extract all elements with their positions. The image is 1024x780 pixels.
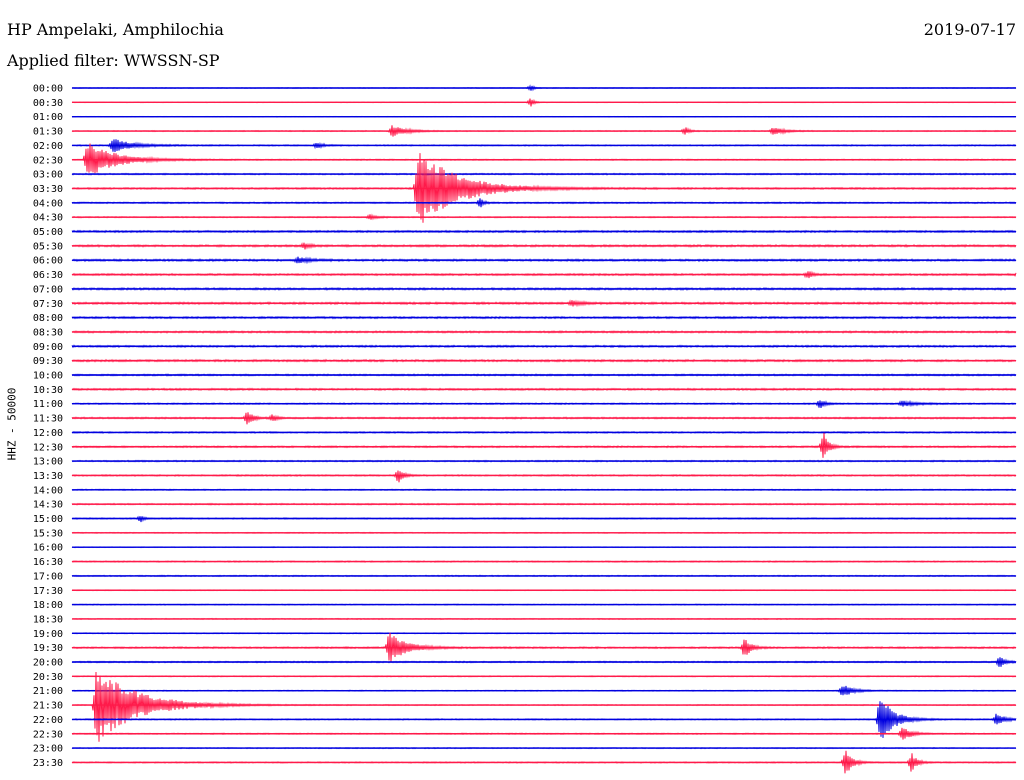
station-title: HP Ampelaki, Amphilochia bbox=[7, 20, 224, 39]
time-label: 07:00 bbox=[33, 284, 63, 295]
time-label: 10:30 bbox=[33, 385, 63, 396]
time-label: 12:30 bbox=[33, 442, 63, 453]
time-label: 09:00 bbox=[33, 342, 63, 353]
time-label: 16:00 bbox=[33, 543, 63, 554]
time-label: 00:00 bbox=[33, 84, 63, 95]
filter-label: Applied filter: WWSSN-SP bbox=[7, 51, 220, 70]
time-label: 03:00 bbox=[33, 170, 63, 181]
trace-1330 bbox=[71, 470, 1017, 483]
time-label: 23:30 bbox=[33, 758, 63, 769]
time-label: 20:30 bbox=[33, 672, 63, 683]
trace-0230 bbox=[71, 143, 1017, 174]
time-label: 18:30 bbox=[33, 614, 63, 625]
time-label: 11:30 bbox=[33, 414, 63, 425]
time-label: 07:30 bbox=[33, 299, 63, 310]
time-label: 14:00 bbox=[33, 485, 63, 496]
time-label: 10:00 bbox=[33, 371, 63, 382]
time-label: 05:00 bbox=[33, 227, 63, 238]
time-label: 17:00 bbox=[33, 571, 63, 582]
time-label: 19:30 bbox=[33, 643, 63, 654]
time-label: 04:00 bbox=[33, 198, 63, 209]
time-label: 01:00 bbox=[33, 112, 63, 123]
time-label: 13:00 bbox=[33, 457, 63, 468]
time-label: 06:30 bbox=[33, 270, 63, 281]
time-label: 13:30 bbox=[33, 471, 63, 482]
time-label: 14:30 bbox=[33, 500, 63, 511]
time-label: 00:30 bbox=[33, 98, 63, 109]
time-label: 15:30 bbox=[33, 528, 63, 539]
time-label: 11:00 bbox=[33, 399, 63, 410]
time-label: 17:30 bbox=[33, 586, 63, 597]
time-label: 01:30 bbox=[33, 127, 63, 138]
trace-2130 bbox=[71, 672, 1017, 742]
time-label: 08:00 bbox=[33, 313, 63, 324]
time-label: 16:30 bbox=[33, 557, 63, 568]
time-label: 18:00 bbox=[33, 600, 63, 611]
time-label: 02:30 bbox=[33, 155, 63, 166]
time-label: 09:30 bbox=[33, 356, 63, 367]
time-label: 03:30 bbox=[33, 184, 63, 195]
time-label: 04:30 bbox=[33, 213, 63, 224]
time-labels: 00:00 00:30 01:00 01:30 02:00 02:30 03:00 03:30… bbox=[33, 84, 63, 769]
date-label: 2019-07-17 bbox=[923, 20, 1016, 39]
trace-group bbox=[71, 84, 1017, 774]
trace-1230 bbox=[71, 432, 1017, 458]
time-label: 15:00 bbox=[33, 514, 63, 525]
time-label: 19:00 bbox=[33, 629, 63, 640]
time-label: 08:30 bbox=[33, 327, 63, 338]
time-label: 22:30 bbox=[33, 729, 63, 740]
time-label: 23:00 bbox=[33, 744, 63, 755]
time-label: 22:00 bbox=[33, 715, 63, 726]
time-label: 21:00 bbox=[33, 686, 63, 697]
time-label: 20:00 bbox=[33, 658, 63, 669]
time-label: 05:30 bbox=[33, 241, 63, 252]
time-label: 02:00 bbox=[33, 141, 63, 152]
time-label: 06:00 bbox=[33, 256, 63, 267]
time-label: 12:00 bbox=[33, 428, 63, 439]
time-label: 21:30 bbox=[33, 701, 63, 712]
